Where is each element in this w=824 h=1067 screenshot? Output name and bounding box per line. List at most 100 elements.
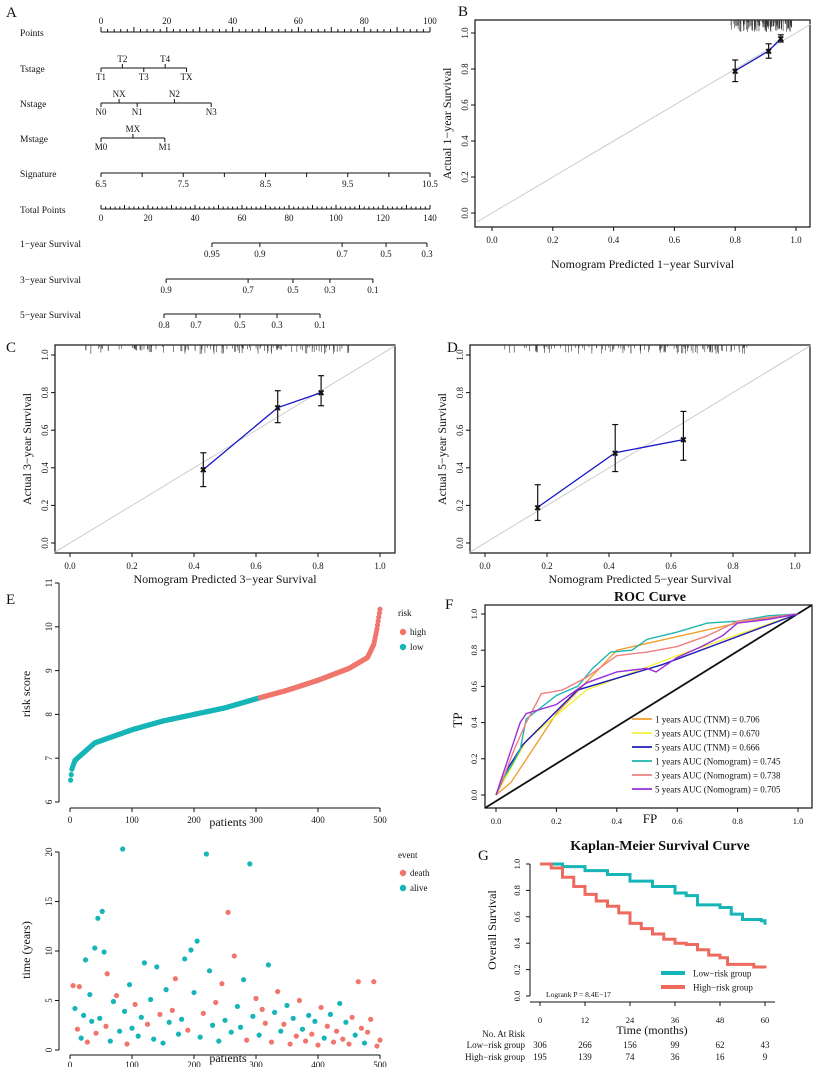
event-point-alive [179,1016,185,1022]
calibration-point: ✖ [611,448,619,458]
event-point-death [262,1020,268,1026]
survival-tick-label: 0.7 [190,320,202,330]
event-point-death [144,1021,151,1027]
legend-marker [399,869,407,877]
event-point-alive [151,1036,157,1042]
event-point-alive [160,1040,166,1046]
at-risk-value: 16 [716,1052,726,1062]
x-tick-label: 0 [68,815,73,825]
event-point-alive [210,1022,216,1028]
event-point-alive [299,1026,306,1032]
x-tick-label: 0.4 [603,561,615,571]
legend-label: 3 years AUC (Nomogram) = 0.738 [655,771,781,781]
plot-frame [484,604,813,809]
at-risk-value: 9 [763,1052,768,1062]
ideal-diagonal-line [469,345,811,553]
y-axis-title: Overall Survival [485,890,499,970]
event-point-death [76,984,82,990]
total-points-tick-label: 60 [238,213,248,223]
x-tick-label: 0.8 [312,561,324,571]
roc-curve-4 [495,613,799,796]
ideal-diagonal-line [476,23,812,223]
event-point-alive [234,1003,240,1010]
level-label: NX [113,89,126,99]
total-points-tick-label: 80 [285,213,295,223]
nomogram-row-label: Mstage [20,135,48,145]
panel-label-e: E [6,592,15,608]
y-tick-label: 1.0 [455,349,465,361]
event-point-alive [107,1038,113,1044]
event-point-alive [81,1012,87,1018]
event-point-alive [290,1015,296,1021]
event-point-alive [117,1028,123,1034]
event-point-alive [272,1009,278,1015]
x-tick-label: 0.2 [547,235,558,245]
event-point-death [309,1031,315,1037]
event-point-alive [278,1028,284,1034]
legend-label: 5 years AUC (Nomogram) = 0.705 [655,785,781,795]
x-tick-label: 100 [125,1060,139,1067]
x-axis-title: Nomogram Predicted 3−year Survival [133,572,317,586]
y-tick-label: 0.4 [40,462,50,474]
at-risk-value: 266 [578,1040,592,1050]
legend-label: 5 years AUC (TNM) = 0.666 [655,743,760,753]
y-tick-label: 0.6 [460,99,470,111]
km-curve-high-risk [540,862,767,969]
legend-title: event [398,850,418,860]
x-tick-label: 1.0 [790,235,802,245]
level-label: N0 [96,107,107,117]
x-tick-label: 0 [538,1015,542,1025]
points-tick-label: 100 [423,16,437,26]
at-risk-value: 62 [716,1040,725,1050]
event-point-death [93,1030,99,1036]
event-point-death [244,1037,250,1043]
event-point-alive [250,1013,256,1019]
x-axis-title: Time (months) [616,1023,687,1037]
event-point-alive [89,1018,95,1024]
nomogram-row-label: Points [20,29,44,39]
legend-label: death [410,868,430,878]
x-tick-label: 0.0 [64,561,76,571]
event-point-alive [321,1035,327,1041]
x-tick-label: 12 [581,1015,590,1025]
risk-point-high [377,606,383,612]
signature-tick-label: 8.5 [260,179,272,189]
x-tick-label: 0.8 [727,561,739,571]
panel-label-d: D [447,340,458,356]
x-axis-title: Nomogram Predicted 1−year Survival [551,257,735,271]
x-axis-title: patients [209,815,247,829]
survival-tick-label: 0.1 [367,285,378,295]
total-points-tick-label: 120 [376,213,390,223]
risk-point-high [376,610,382,616]
event-point-death [346,1041,352,1047]
panel-label-c: C [6,340,16,356]
level-label: N3 [206,107,217,117]
event-point-death [219,981,225,987]
level-label: T3 [139,72,149,82]
event-point-alive [110,998,116,1005]
event-point-death [368,1016,374,1022]
survival-tick-label: 0.95 [204,249,220,259]
survival-tick-label: 0.3 [324,285,336,295]
x-axis-title: FP [643,811,657,826]
y-tick-label: 1.0 [469,609,479,620]
x-tick-label: 0.2 [551,816,562,826]
event-point-death [253,995,259,1002]
event-point-death [358,1025,364,1031]
event-point-death [213,999,219,1006]
x-tick-label: 0.4 [611,816,622,826]
survival-tick-label: 0.5 [380,249,392,259]
event-point-alive [101,949,107,955]
roc-curve-2 [495,613,799,796]
y-tick-label: 0.0 [512,991,522,1002]
at-risk-value: 195 [533,1052,547,1062]
survival-tick-label: 0.5 [234,320,246,330]
event-point-death [132,1001,138,1008]
event-point-death [225,909,231,915]
x-tick-label: 0.6 [250,561,262,571]
event-point-death [303,1038,309,1044]
event-point-alive [194,938,200,944]
event-point-death [374,1043,380,1049]
survival-tick-label: 0.1 [314,320,325,330]
nomogram-row-label: 3−year Survival [20,276,81,286]
